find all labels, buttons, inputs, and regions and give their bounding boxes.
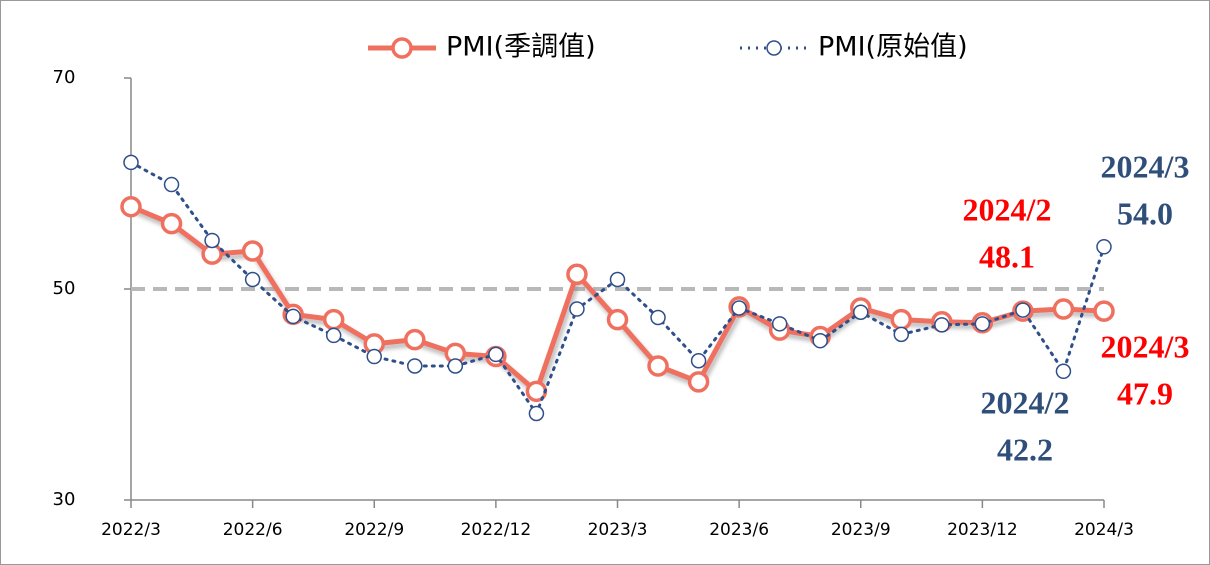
- point: [1052, 298, 1075, 320]
- x-tick-label: 2023/9: [831, 520, 891, 540]
- point: [204, 232, 220, 249]
- point: [606, 308, 629, 331]
- point: [407, 358, 423, 374]
- point: [650, 309, 666, 326]
- x-tick-label: 2022/6: [223, 520, 283, 540]
- y-tick-label: 70: [53, 67, 76, 88]
- point: [120, 195, 142, 218]
- point: [934, 317, 950, 333]
- point: [160, 212, 183, 235]
- point: [241, 240, 264, 262]
- point: [566, 263, 588, 285]
- annotation-value: 42.2: [997, 431, 1053, 467]
- y-tick-label: 50: [53, 278, 76, 299]
- legend-marker: [766, 40, 782, 56]
- point: [325, 327, 342, 344]
- point: [647, 355, 669, 377]
- annotation-date: 2024/3: [1101, 328, 1190, 364]
- point: [1015, 302, 1031, 318]
- point: [1096, 239, 1112, 255]
- point: [731, 300, 747, 316]
- point: [322, 308, 345, 331]
- x-tick-label: 2022/12: [461, 520, 532, 540]
- point: [812, 332, 828, 349]
- point: [771, 316, 788, 332]
- point: [1055, 363, 1072, 380]
- point: [163, 176, 180, 193]
- annotation-value: 47.9: [1117, 375, 1173, 411]
- point: [974, 316, 991, 332]
- point: [488, 346, 504, 363]
- point: [285, 308, 301, 325]
- y-tick-label: 30: [53, 489, 76, 510]
- point: [609, 271, 626, 288]
- point: [569, 301, 585, 317]
- annotation-date: 2024/3: [1101, 148, 1190, 184]
- point: [893, 326, 910, 343]
- annotation-date: 2024/2: [981, 384, 1070, 420]
- x-tick-label: 2023/12: [947, 520, 1018, 540]
- point: [1093, 300, 1115, 322]
- x-tick-label: 2022/3: [101, 520, 161, 540]
- point: [447, 358, 464, 374]
- annotation-value: 54.0: [1117, 195, 1173, 231]
- point: [404, 328, 426, 351]
- legend-marker: [391, 37, 413, 59]
- point: [366, 348, 382, 365]
- point: [123, 154, 139, 171]
- annotation-value: 48.1: [979, 238, 1035, 274]
- legend-label: PMI(原始值): [818, 32, 968, 63]
- legend-label: PMI(季調值): [446, 32, 596, 63]
- x-tick-label: 2023/3: [588, 520, 648, 540]
- point: [890, 308, 913, 331]
- x-tick-label: 2024/3: [1074, 520, 1134, 540]
- x-tick-label: 2023/6: [709, 520, 769, 540]
- point: [853, 304, 869, 320]
- point: [244, 271, 261, 288]
- x-tick-label: 2022/9: [344, 520, 404, 540]
- point: [528, 405, 545, 422]
- point: [687, 371, 710, 393]
- annotation-date: 2024/2: [963, 191, 1052, 227]
- point: [690, 352, 707, 369]
